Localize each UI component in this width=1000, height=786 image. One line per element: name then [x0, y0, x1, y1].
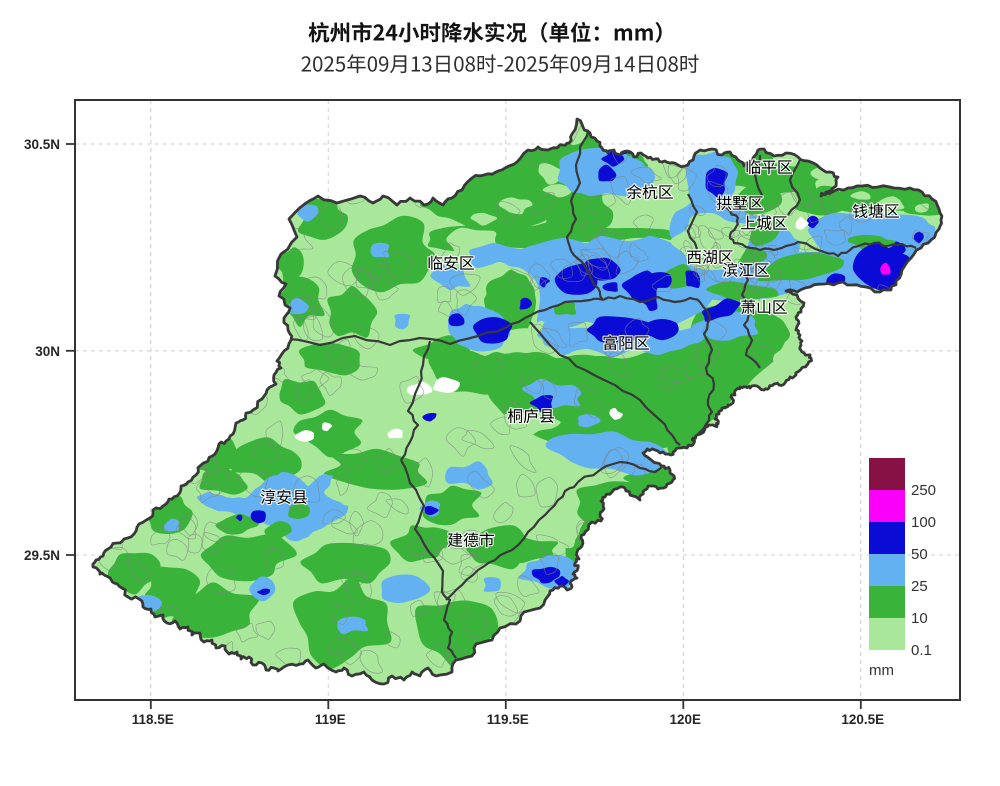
svg-text:50: 50 — [911, 546, 928, 563]
svg-text:250: 250 — [911, 482, 936, 499]
svg-text:30.5N: 30.5N — [24, 137, 60, 152]
svg-text:mm: mm — [869, 662, 894, 679]
svg-text:120E: 120E — [670, 712, 702, 727]
svg-text:120.5E: 120.5E — [841, 712, 884, 727]
svg-text:118.5E: 118.5E — [132, 712, 174, 727]
svg-text:119E: 119E — [315, 712, 346, 727]
svg-text:0.1: 0.1 — [911, 642, 932, 659]
svg-text:10: 10 — [911, 610, 928, 627]
svg-text:25: 25 — [911, 578, 928, 595]
svg-text:119.5E: 119.5E — [487, 712, 529, 727]
svg-text:100: 100 — [911, 514, 936, 531]
svg-text:30N: 30N — [35, 344, 60, 359]
svg-text:29.5N: 29.5N — [24, 548, 60, 563]
